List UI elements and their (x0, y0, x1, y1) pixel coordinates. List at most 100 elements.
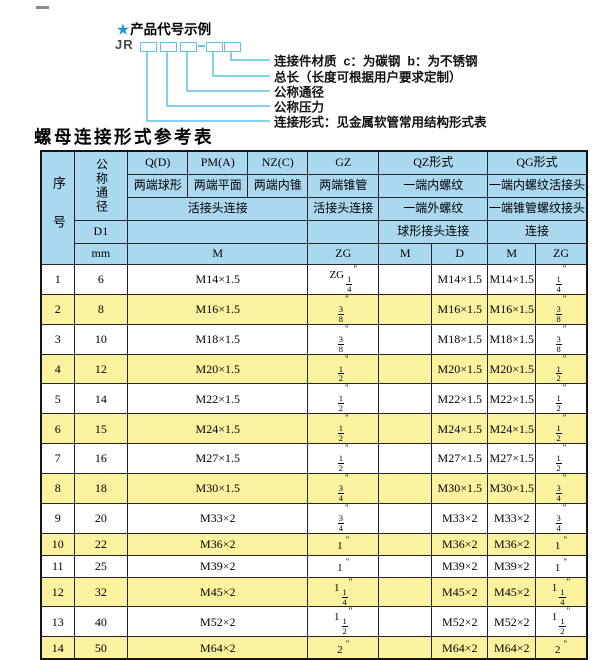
qz-m-cell (378, 532, 433, 556)
table-row: 9 20 M33×2 3 4 " M33×2 M33×2 3 4 " (40, 502, 588, 534)
gz-zg-cell: 1 " (307, 554, 380, 578)
code-box-4 (206, 42, 223, 52)
m-thread-cell: M24×1.5 (127, 413, 309, 445)
header-nz-code: NZ(C) (247, 150, 309, 175)
qz-d-cell: M22×1.5 (431, 383, 489, 415)
label-material: 连接件材质 c：为碳钢 b：为不锈钢 (274, 54, 478, 69)
m-thread-cell: M18×1.5 (127, 323, 309, 355)
qg-m-cell: M16×1.5 (487, 293, 537, 325)
serial-cell: 3 (40, 323, 75, 355)
serial-cell: 14 (40, 636, 75, 660)
qz-m-cell (378, 293, 433, 325)
header-unit-m: M (127, 243, 309, 265)
table-row: 13 40 M52×2 1 1 2 " M52×2 M52×2 1 1 2 " (40, 606, 588, 638)
dn-cell: 22 (73, 532, 129, 556)
header-diameter: 公称通径 (73, 150, 129, 221)
header-unit-qz-m: M (378, 243, 433, 265)
header-qg-code: QG形式 (487, 150, 588, 175)
gz-zg-cell: 2 " (307, 636, 380, 660)
gz-zg-cell: 1 1 2 " (307, 606, 380, 638)
m-thread-cell: M33×2 (127, 502, 309, 534)
qg-zg-cell: 1 1 2 " (535, 606, 588, 638)
header-gz-code: GZ (307, 150, 380, 175)
dn-cell: 14 (73, 383, 129, 415)
qz-m-cell (378, 443, 433, 474)
gz-zg-cell: 1 2 " (307, 353, 380, 385)
qg-zg-cell: 3 4 " (535, 502, 588, 534)
qg-m-cell: M22×1.5 (487, 383, 537, 415)
gz-zg-cell: 1 2 " (307, 383, 380, 415)
table-row: 10 22 M36×2 1 " M36×2 M36×2 1 " (40, 532, 588, 556)
qz-m-cell (378, 502, 433, 534)
table-row: 2 8 M16×1.5 3 8 " M16×1.5 M16×1.5 3 8 " (40, 293, 588, 325)
qg-zg-cell: 1 2 " (535, 413, 588, 445)
qz-m-cell (378, 383, 433, 415)
serial-cell: 11 (40, 554, 75, 578)
qg-zg-cell: 1 " (535, 554, 588, 578)
header-qg-desc: 一端内螺纹活接头 (487, 174, 588, 198)
qg-zg-cell: 1 " (535, 532, 588, 556)
header-qg-connect: 连接 (487, 220, 588, 244)
qz-d-cell: M33×2 (431, 502, 489, 534)
header-union-span: 活接头连接 (127, 197, 309, 221)
m-thread-cell: M36×2 (127, 532, 309, 556)
label-total-length: 总长（长度可根据用户要求定制） (274, 70, 462, 85)
header-gz-union: 活接头连接 (307, 197, 380, 221)
qz-d-cell: M45×2 (431, 576, 489, 608)
header-unit-qg-m: M (487, 243, 537, 265)
qz-m-cell (378, 472, 433, 504)
qg-m-cell: M36×2 (487, 532, 537, 556)
qg-m-cell: M20×1.5 (487, 353, 537, 385)
qg-zg-cell: 1 2 " (535, 443, 588, 474)
qz-d-cell: M14×1.5 (431, 264, 489, 295)
qg-zg-cell: 3 8 " (535, 323, 588, 355)
header-pm-code: PM(A) (187, 150, 249, 175)
dn-cell: 15 (73, 413, 129, 445)
table-row: 11 25 M39×2 1 " M39×2 M39×2 1 " (40, 554, 588, 578)
serial-cell: 9 (40, 502, 75, 534)
header-d1: D1 (73, 220, 129, 244)
reference-table-wrap: 序号 公称通径 Q(D) PM(A) NZ(C) GZ QZ形式 QG形式 两端… (40, 150, 588, 660)
label-nominal-pressure: 公称压力 (274, 100, 325, 115)
star-icon: ★ (117, 22, 130, 37)
serial-cell: 10 (40, 532, 75, 556)
gz-zg-cell: 3 4 " (307, 502, 380, 534)
qz-m-cell (378, 264, 433, 295)
qz-d-cell: M24×1.5 (431, 413, 489, 445)
code-box-1 (140, 42, 157, 52)
qg-m-cell: M64×2 (487, 636, 537, 660)
qg-m-cell: M52×2 (487, 606, 537, 638)
dn-cell: 40 (73, 606, 129, 638)
qz-m-cell (378, 413, 433, 445)
gz-zg-cell: 3 8 " (307, 323, 380, 355)
dn-cell: 16 (73, 443, 129, 474)
page-corner-mark (36, 6, 49, 9)
qz-d-cell: M20×1.5 (431, 353, 489, 385)
qz-d-cell: M18×1.5 (431, 323, 489, 355)
qg-zg-cell: 3 8 " (535, 293, 588, 325)
header-qz-desc: 一端内螺纹 (378, 174, 489, 198)
table-body: 1 6 M14×1.5 ZG 1 4 " M14×1.5 M14×1.5 1 4 " 2 8 M16×1.5… (40, 264, 588, 660)
header-q-code: Q(D) (127, 150, 189, 175)
qz-d-cell: M30×1.5 (431, 472, 489, 504)
dn-cell: 10 (73, 323, 129, 355)
qg-m-cell: M27×1.5 (487, 443, 537, 474)
m-thread-cell: M14×1.5 (127, 264, 309, 295)
qz-d-cell: M16×1.5 (431, 293, 489, 325)
qg-m-cell: M30×1.5 (487, 472, 537, 504)
gz-zg-cell: 3 4 " (307, 472, 380, 504)
qz-d-cell: M64×2 (431, 636, 489, 660)
qg-zg-cell: 3 4 " (535, 472, 588, 504)
header-blank-mid (127, 220, 309, 244)
